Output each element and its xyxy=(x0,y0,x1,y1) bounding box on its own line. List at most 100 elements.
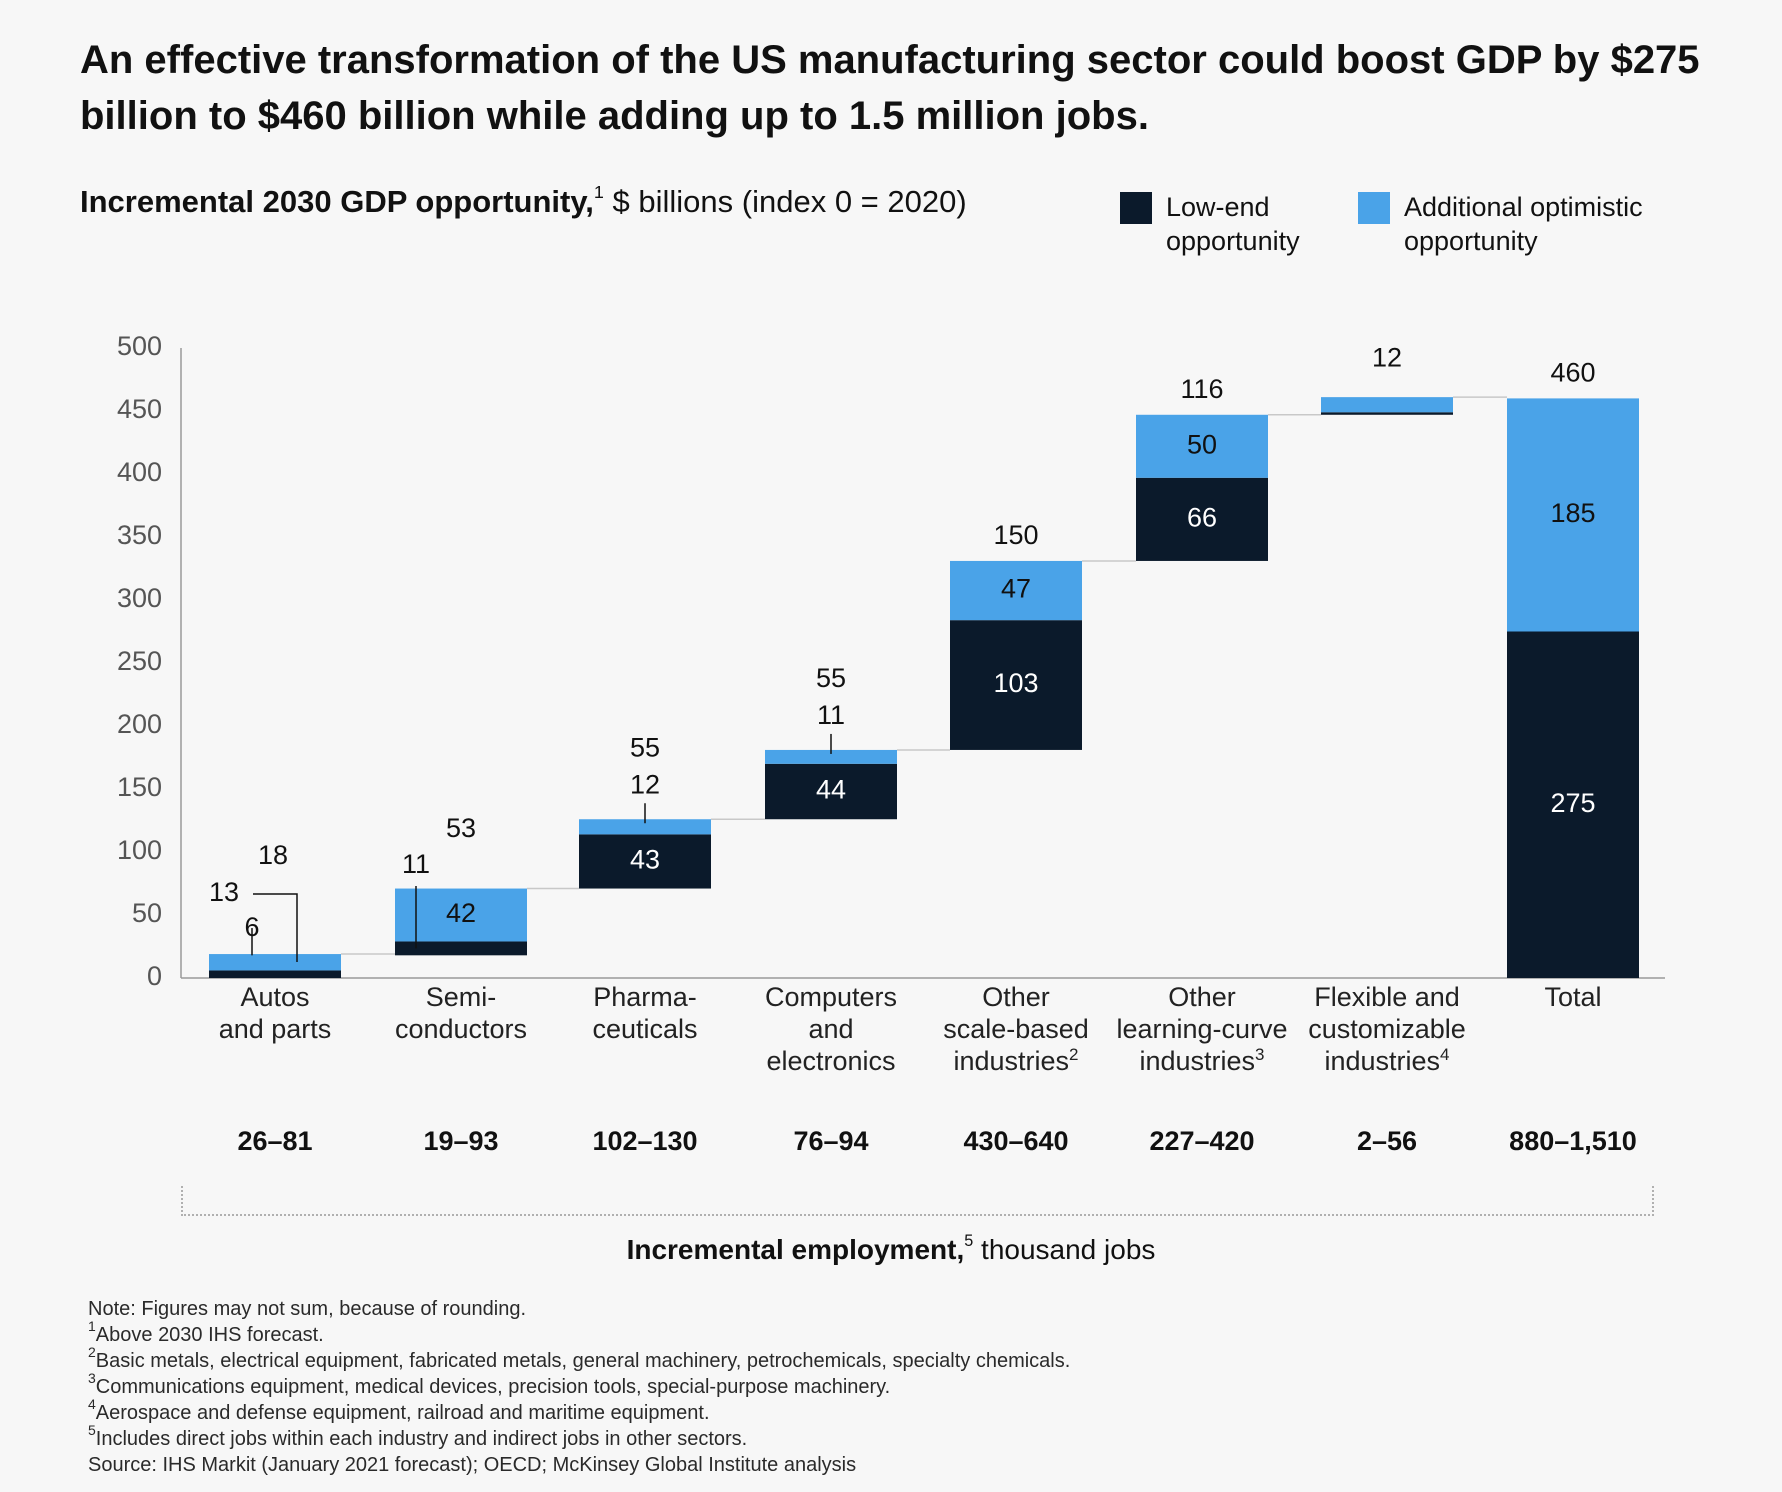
x-category-footnote-ref: 3 xyxy=(1255,1045,1264,1064)
employment-bracket xyxy=(181,1186,1654,1216)
employment-units: thousand jobs xyxy=(973,1234,1156,1265)
bar-optimistic xyxy=(1321,397,1453,413)
y-tick-label: 0 xyxy=(147,961,162,991)
y-tick-label: 500 xyxy=(117,331,162,361)
data-label-optimistic: 47 xyxy=(1001,574,1031,604)
data-label-optimistic: 13 xyxy=(209,877,239,907)
bar-optimistic xyxy=(765,749,897,764)
y-tick-label: 450 xyxy=(117,394,162,424)
x-category-label-line: Other xyxy=(1168,982,1236,1012)
x-category-label: Total xyxy=(1544,982,1601,1012)
employment-value: 227–420 xyxy=(1149,1126,1255,1156)
bar-low-end xyxy=(579,834,711,889)
data-label-total: 18 xyxy=(258,840,288,870)
y-tick-label: 150 xyxy=(117,772,162,802)
data-label-total: 150 xyxy=(993,520,1038,550)
leader-line-optimistic xyxy=(253,893,298,963)
footnote-text: Above 2030 IHS forecast. xyxy=(95,1324,324,1346)
data-label-optimistic: 12 xyxy=(630,769,660,799)
chart-subtitle: Incremental 2030 GDP opportunity,1 $ bil… xyxy=(80,181,967,220)
x-category-label-line: industries xyxy=(953,1046,1069,1076)
bar-optimistic xyxy=(579,819,711,835)
data-label-total: 55 xyxy=(816,663,846,693)
data-label-low-end: 103 xyxy=(993,668,1038,698)
employment-value: 2–56 xyxy=(1356,1126,1418,1156)
employment-value: 430–640 xyxy=(963,1126,1069,1156)
data-label-low-end: 66 xyxy=(1187,502,1217,532)
x-category-label-line: customizable xyxy=(1308,1014,1466,1044)
chart-title: An effective transformation of the US ma… xyxy=(80,38,1700,138)
footnote-text: Basic metals, electrical equipment, fabr… xyxy=(95,1350,1071,1372)
footnote-text: Communications equipment, medical device… xyxy=(95,1376,891,1398)
data-label-total: 53 xyxy=(446,813,476,843)
x-category-label-line: conductors xyxy=(395,1014,527,1044)
bar-low-end xyxy=(950,620,1082,750)
footnote-number: 5 xyxy=(88,1422,96,1439)
x-category-label-line: and xyxy=(808,1014,853,1044)
subtitle-units: $ billions (index 0 = 2020) xyxy=(603,184,967,219)
y-tick-label: 200 xyxy=(117,709,162,739)
x-category-label-line: Autos xyxy=(240,982,309,1012)
legend-item-optimistic: Additional optimistic opportunity xyxy=(1358,190,1688,258)
employment-value: 880–1,510 xyxy=(1509,1126,1637,1156)
x-category-label: Other learning-curve industries3 xyxy=(1116,982,1287,1076)
bar-optimistic xyxy=(1507,398,1639,632)
footnote-line: 4Aerospace and defense equipment, railro… xyxy=(88,1397,1728,1426)
x-category-label: Autos and parts xyxy=(219,982,332,1044)
y-tick-label: 50 xyxy=(132,898,162,928)
data-label-low-end: 44 xyxy=(816,775,846,805)
data-label-total: 55 xyxy=(630,732,660,762)
legend-label-optimistic: Additional optimistic opportunity xyxy=(1404,192,1643,256)
employment-value: 26–81 xyxy=(237,1126,313,1156)
footnote-text: Source: IHS Markit (January 2021 forecas… xyxy=(88,1454,857,1476)
data-label-optimistic: 42 xyxy=(446,898,476,928)
data-label-low-end: 275 xyxy=(1550,788,1595,818)
x-category-label-line: Pharma- xyxy=(593,982,697,1012)
bar-low-end xyxy=(209,970,341,978)
data-label-optimistic: 11 xyxy=(817,700,845,730)
x-category-label-line: Flexible and xyxy=(1314,982,1460,1012)
footnote-line: Note: Figures may not sum, because of ro… xyxy=(88,1296,1728,1322)
bar-optimistic xyxy=(395,888,527,942)
footnote-line: 3Communications equipment, medical devic… xyxy=(88,1371,1728,1400)
x-category-label-line: learning-curve xyxy=(1116,1014,1287,1044)
x-category-label: Semi-conductors xyxy=(395,982,527,1044)
y-tick-label: 400 xyxy=(117,457,162,487)
footnote-number: 4 xyxy=(88,1396,96,1413)
y-tick-label: 250 xyxy=(117,646,162,676)
x-category-label-line: and parts xyxy=(219,1014,332,1044)
x-category-footnote-ref: 2 xyxy=(1069,1045,1078,1064)
footnote-line: 5Includes direct jobs within each indust… xyxy=(88,1423,1728,1452)
x-category-label-line: industries xyxy=(1324,1046,1440,1076)
employment-value: 102–130 xyxy=(592,1126,698,1156)
employment-label-bold: Incremental employment, xyxy=(626,1234,965,1265)
x-category-label-line: Other xyxy=(982,982,1050,1012)
data-label-low-end: 43 xyxy=(630,845,660,875)
data-label-low-end: 6 xyxy=(244,912,259,942)
bar-optimistic xyxy=(1136,414,1268,478)
data-label-optimistic: 50 xyxy=(1187,429,1217,459)
employment-label: Incremental employment,5 thousand jobs xyxy=(0,1233,1782,1266)
x-category-label-line: ceuticals xyxy=(592,1014,697,1044)
data-label-total: 460 xyxy=(1550,358,1595,388)
footnote-line: 2Basic metals, electrical equipment, fab… xyxy=(88,1345,1728,1374)
footnote-line: 1Above 2030 IHS forecast. xyxy=(88,1319,1728,1348)
y-tick-label: 300 xyxy=(117,583,162,613)
bar-low-end xyxy=(765,763,897,820)
data-label-total: 12 xyxy=(1372,342,1402,372)
footnotes: Note: Figures may not sum, because of ro… xyxy=(88,1296,1728,1478)
x-category-label: Flexible and customizable industries4 xyxy=(1308,982,1466,1076)
subtitle-footnote-ref: 1 xyxy=(593,181,604,202)
legend-label-low-end: Low-end opportunity xyxy=(1166,192,1300,256)
footnote-number: 1 xyxy=(88,1318,96,1335)
data-label-optimistic: 185 xyxy=(1550,498,1595,528)
y-tick-label: 350 xyxy=(117,520,162,550)
employment-value: 19–93 xyxy=(423,1126,499,1156)
subtitle-bold: Incremental 2030 GDP opportunity, xyxy=(80,184,594,219)
employment-value: 76–94 xyxy=(793,1126,869,1156)
bar-low-end xyxy=(1136,477,1268,561)
employment-values-row: 26–81 19–93 102–130 76–94 430–640 227–420 2–56… xyxy=(0,1126,1782,1166)
data-label-low-end: 11 xyxy=(402,849,430,879)
bar-optimistic xyxy=(950,560,1082,621)
